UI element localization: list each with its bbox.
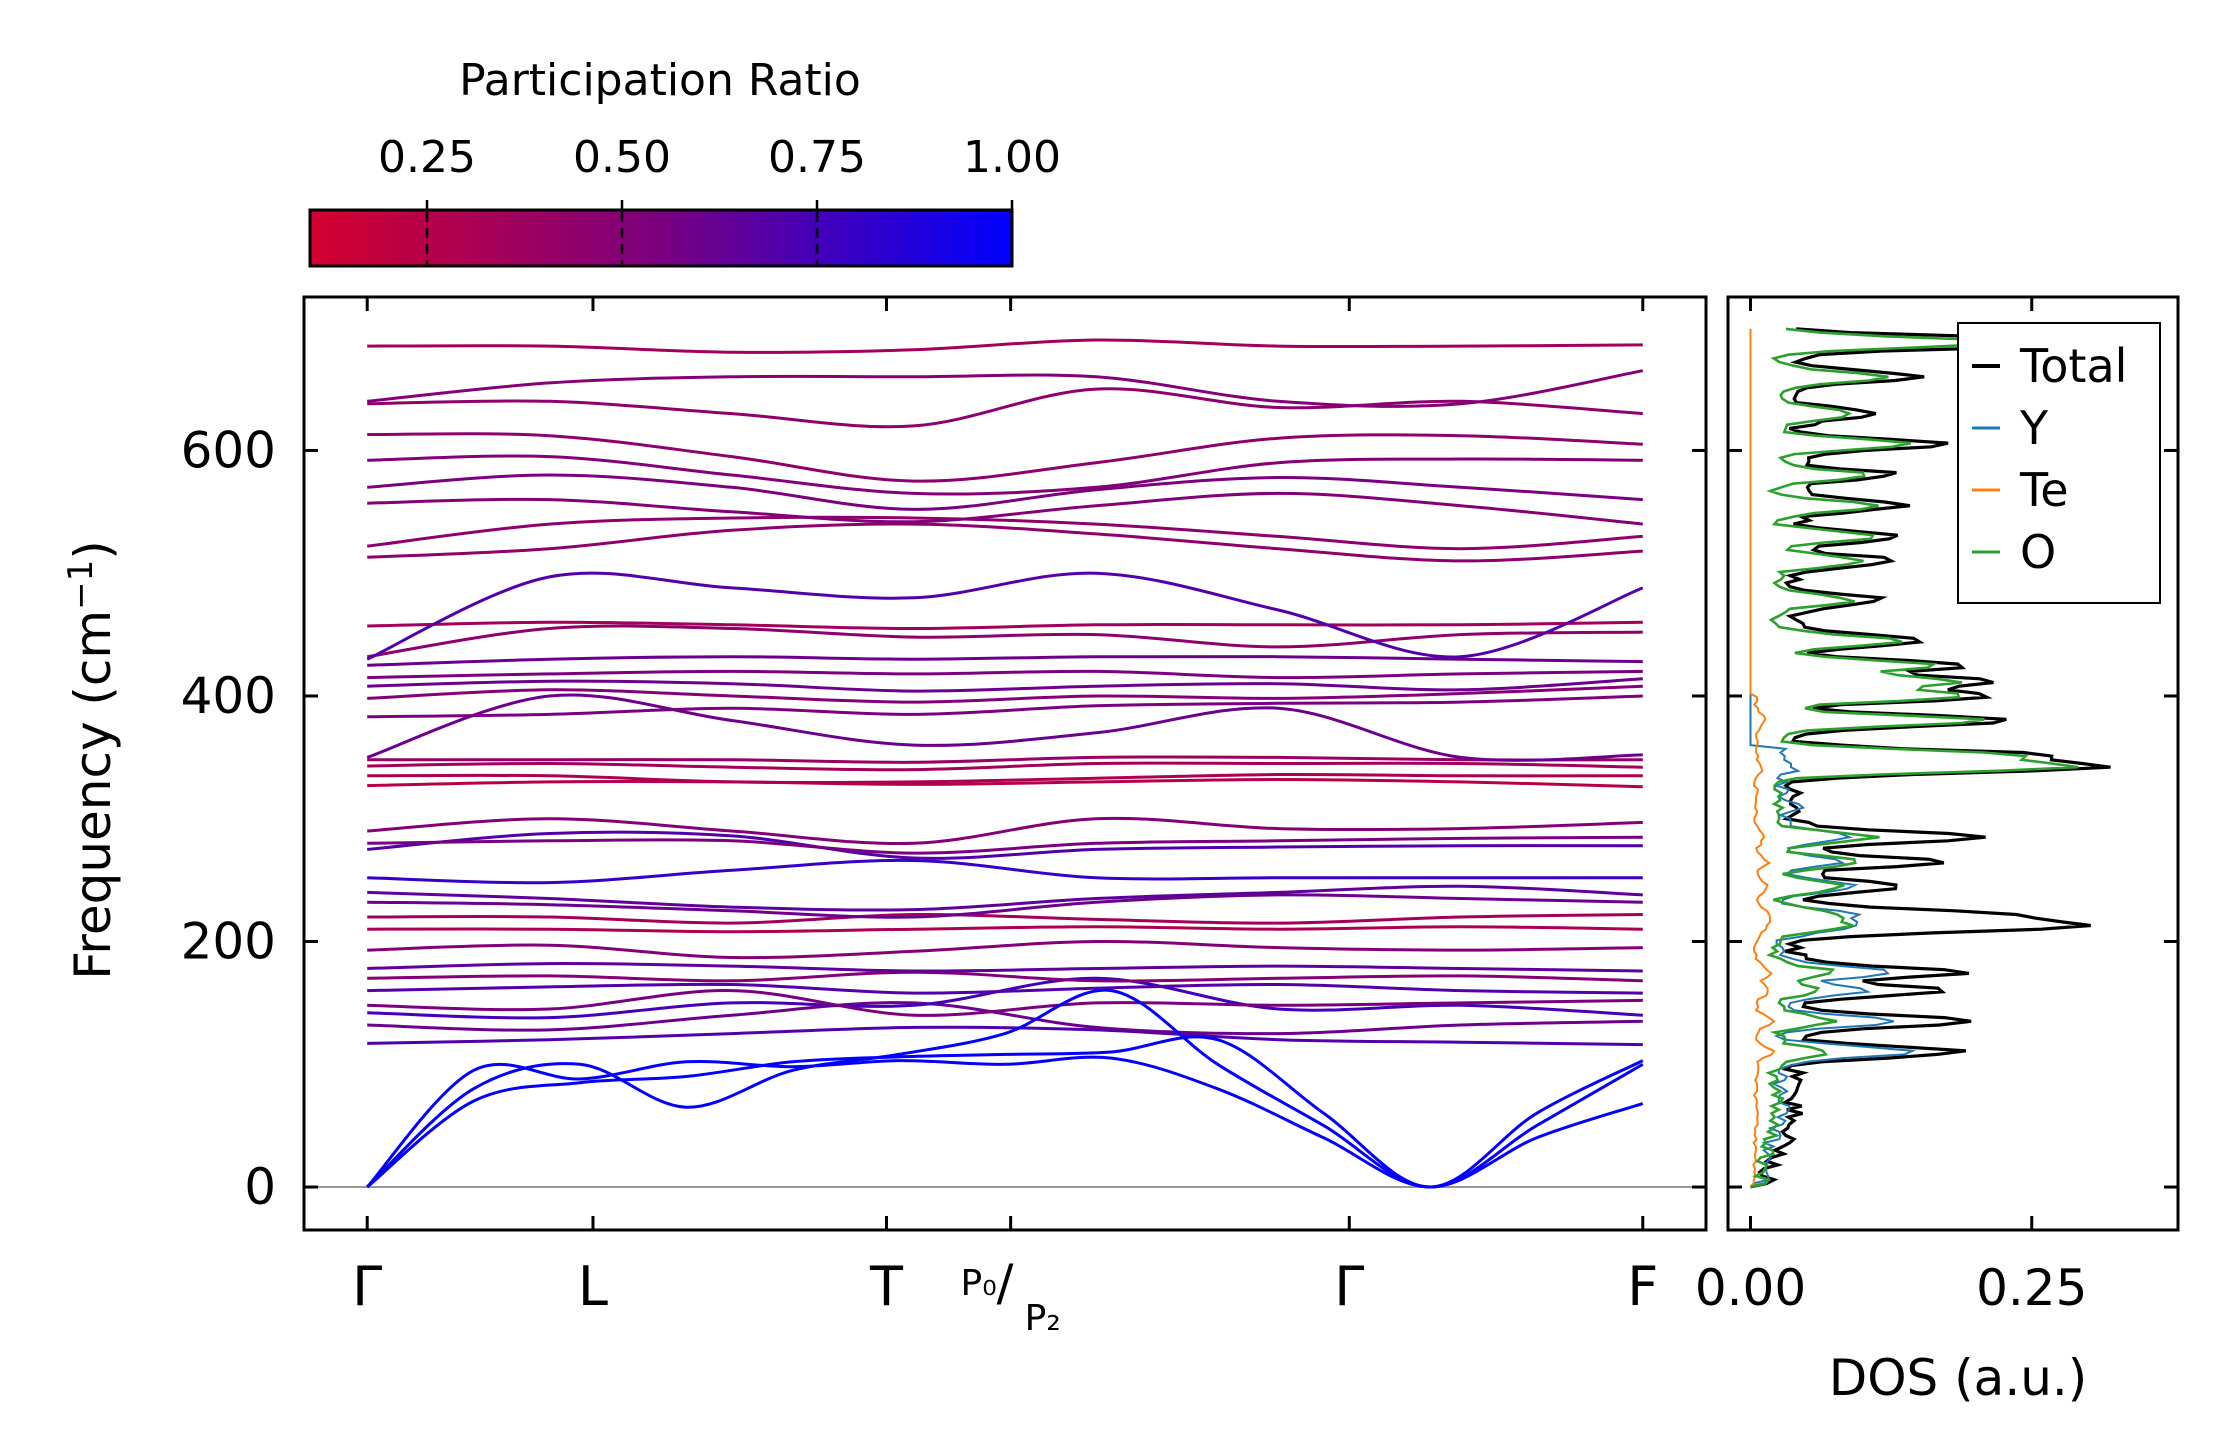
legend-label: O — [2020, 525, 2056, 579]
optical-branch — [367, 473, 1643, 511]
legend-box — [1957, 322, 2161, 604]
k-label: Γ — [352, 1255, 382, 1318]
dos-axis-ticks: 0.00 0.25 — [1695, 297, 2178, 1317]
optical-branch — [367, 654, 1643, 667]
k-label: T — [869, 1255, 904, 1318]
optical-branch — [367, 369, 1644, 408]
optical-branch — [367, 925, 1643, 934]
colorbar-tick-label: 0.50 — [573, 132, 671, 183]
colorbar-gradient — [308, 208, 1014, 268]
band-lines — [304, 338, 1706, 1189]
optical-branch — [366, 624, 1643, 659]
optical-branch — [367, 989, 1643, 1017]
k-label: Γ — [1334, 1255, 1364, 1318]
k-label-sub: P₂ — [1025, 1298, 1061, 1339]
optical-branch — [367, 830, 1643, 860]
dos-lines — [1749, 327, 2115, 1189]
optical-branch — [367, 1025, 1643, 1047]
k-label: L — [578, 1255, 608, 1318]
dos-x-tick-label: 0.00 — [1695, 1259, 1806, 1317]
optical-branch — [366, 693, 1643, 762]
optical-branch — [367, 620, 1643, 631]
dos-x-tick-label: 0.25 — [1976, 1259, 2087, 1317]
k-label-slash: / — [997, 1254, 1014, 1312]
y-tick-label: 0 — [244, 1158, 276, 1216]
acoustic-branch — [366, 988, 1644, 1189]
legend-label: Total — [2019, 339, 2127, 393]
optical-branch — [367, 515, 1643, 551]
legend-label: Te — [2019, 463, 2069, 517]
dos-legend: Total Y Te O — [1957, 322, 2161, 604]
optical-branch — [367, 669, 1643, 680]
optical-branch — [367, 835, 1643, 855]
optical-branch — [367, 491, 1643, 526]
optical-branch — [367, 884, 1643, 912]
optical-branch — [367, 432, 1643, 483]
optical-branch — [367, 939, 1643, 960]
dos-axes-frame — [1726, 295, 2180, 1232]
dos-curve-total — [1750, 327, 2115, 1189]
optical-branch — [367, 912, 1643, 925]
optical-branch — [367, 387, 1643, 429]
acoustic-branch — [366, 1055, 1644, 1189]
optical-branch — [367, 816, 1643, 846]
optical-branch — [367, 522, 1643, 563]
optical-branch — [367, 858, 1643, 885]
colorbar-label: Participation Ratio — [459, 55, 861, 106]
band-axis-ticks: 0 200 400 600 Γ L T P₀/ P₂ Γ F — [181, 297, 1706, 1339]
colorbar-tick-label: 0.75 — [768, 132, 866, 183]
y-tick-label: 600 — [181, 421, 276, 479]
k-label: P₀ — [961, 1263, 997, 1304]
optical-branch — [367, 755, 1643, 764]
band-axes-frame — [302, 295, 1708, 1232]
legend-label: Y — [2019, 401, 2049, 455]
optical-branch — [367, 970, 1643, 983]
dos-curve-o — [1750, 327, 2079, 1189]
colorbar-ticks: 0.25 0.50 0.75 1.00 — [378, 132, 1061, 264]
dos-curve-te — [1749, 328, 1776, 1188]
band-structure-panel: 0 200 400 600 Γ L T P₀/ P₂ Γ F Frequency (cm−1) — [61, 295, 1708, 1339]
dos-x-axis-label: DOS (a.u.) — [1829, 1349, 2088, 1407]
optical-branch — [367, 454, 1643, 496]
optical-branch — [367, 677, 1643, 693]
k-label: F — [1627, 1255, 1658, 1318]
optical-branch — [367, 1001, 1643, 1036]
colorbar: Participation Ratio 0.25 0.50 0.75 1.00 — [308, 55, 1061, 268]
optical-branch — [367, 338, 1643, 354]
dos-panel: 0.00 0.25 DOS (a.u.) Total Y Te O — [1695, 295, 2180, 1407]
optical-branch — [367, 962, 1643, 973]
acoustic-branch — [366, 1035, 1644, 1189]
y-axis-label: Frequency (cm−1) — [61, 540, 122, 980]
optical-branch — [367, 684, 1643, 704]
optical-branch — [367, 982, 1643, 995]
optical-branch — [366, 571, 1644, 661]
optical-branch — [367, 761, 1643, 772]
y-tick-label: 200 — [181, 913, 276, 971]
colorbar-tick-label: 1.00 — [963, 132, 1061, 183]
optical-branch — [367, 976, 1643, 1020]
colorbar-tick-label: 0.25 — [378, 132, 476, 183]
optical-branch — [367, 772, 1643, 785]
optical-branch — [367, 777, 1643, 789]
optical-branch — [367, 694, 1643, 719]
y-tick-label: 400 — [181, 667, 276, 725]
optical-branch — [367, 893, 1643, 919]
